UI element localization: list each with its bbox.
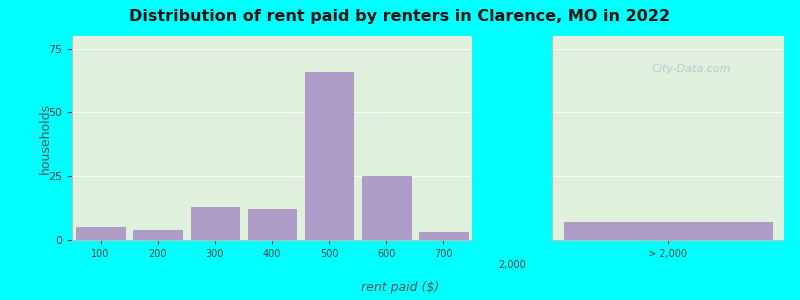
Bar [305, 72, 354, 240]
Y-axis label: households: households [39, 102, 52, 174]
Text: Distribution of rent paid by renters in Clarence, MO in 2022: Distribution of rent paid by renters in … [130, 9, 670, 24]
Bar [563, 222, 773, 240]
Text: City-Data.com: City-Data.com [651, 64, 731, 74]
Bar [190, 207, 239, 240]
Bar [76, 227, 125, 240]
Bar [134, 230, 182, 240]
Bar [248, 209, 296, 240]
Bar [362, 176, 410, 240]
Text: 2,000: 2,000 [498, 260, 526, 270]
Text: rent paid ($): rent paid ($) [361, 281, 439, 294]
Bar [419, 232, 468, 240]
